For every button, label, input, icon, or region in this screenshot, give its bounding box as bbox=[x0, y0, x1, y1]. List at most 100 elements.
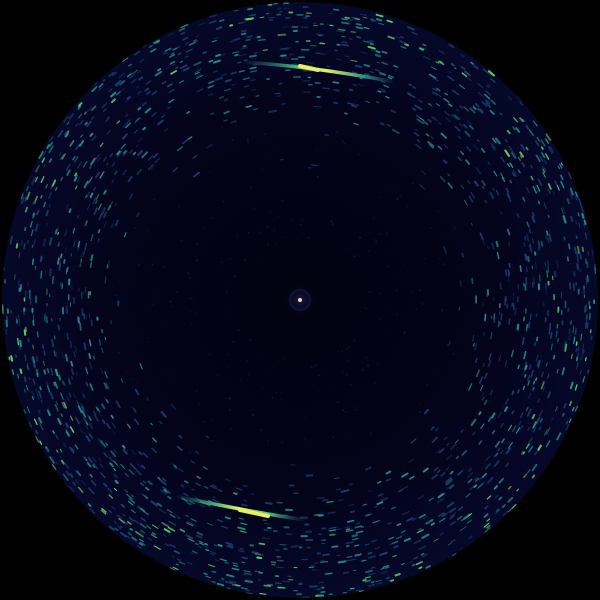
speckle bbox=[481, 392, 485, 398]
speckle bbox=[99, 142, 104, 148]
speckle bbox=[165, 543, 170, 547]
speckle bbox=[111, 162, 116, 167]
speckle bbox=[504, 406, 508, 412]
speckle bbox=[77, 405, 83, 413]
speckle bbox=[465, 389, 467, 391]
speckle bbox=[227, 140, 229, 142]
speckle bbox=[510, 151, 517, 159]
speckle bbox=[55, 227, 59, 235]
speckle bbox=[242, 484, 248, 488]
speckle bbox=[103, 156, 107, 162]
speckle bbox=[190, 518, 197, 522]
speckle bbox=[358, 590, 364, 593]
speckle bbox=[194, 542, 199, 546]
speckle bbox=[89, 383, 94, 391]
speckle bbox=[586, 261, 589, 269]
speckle bbox=[382, 149, 385, 152]
speckle bbox=[122, 150, 129, 157]
speckle bbox=[34, 418, 38, 426]
speckle bbox=[516, 389, 520, 394]
speckle bbox=[83, 111, 87, 115]
speckle bbox=[122, 57, 129, 62]
speckle bbox=[416, 529, 424, 534]
speckle bbox=[274, 244, 277, 246]
speckle bbox=[156, 502, 163, 507]
speckle bbox=[164, 66, 171, 71]
speckle bbox=[376, 101, 379, 104]
speckle bbox=[234, 584, 241, 587]
speckle bbox=[280, 398, 282, 401]
speckle bbox=[277, 123, 279, 125]
speckle bbox=[475, 167, 481, 175]
speckle bbox=[457, 469, 464, 476]
speckle bbox=[436, 370, 438, 372]
speckle bbox=[108, 71, 115, 78]
speckle bbox=[326, 23, 333, 26]
speckle bbox=[484, 463, 491, 470]
speckle bbox=[355, 64, 363, 69]
speckle bbox=[131, 387, 134, 390]
speckle bbox=[358, 477, 360, 480]
speckle bbox=[244, 259, 247, 262]
speckle bbox=[151, 303, 154, 306]
speckle bbox=[36, 372, 39, 378]
speckle bbox=[362, 40, 370, 44]
speckle bbox=[466, 120, 472, 126]
speckle bbox=[219, 19, 225, 22]
speckle bbox=[134, 467, 138, 471]
speckle bbox=[478, 376, 484, 384]
speckle bbox=[526, 408, 532, 417]
speckle bbox=[386, 19, 393, 23]
speckle bbox=[75, 143, 81, 150]
speckle bbox=[231, 139, 234, 142]
speckle bbox=[110, 91, 117, 98]
speckle bbox=[484, 199, 488, 204]
speckle bbox=[344, 410, 347, 414]
speckle bbox=[522, 196, 526, 202]
speckle bbox=[63, 398, 67, 405]
speckle bbox=[466, 76, 472, 81]
speckle bbox=[465, 493, 471, 498]
speckle bbox=[78, 102, 83, 107]
speckle bbox=[381, 90, 387, 94]
speckle bbox=[477, 91, 484, 98]
speckle bbox=[127, 521, 132, 525]
speckle bbox=[152, 437, 157, 443]
speckle bbox=[137, 137, 143, 142]
speckle bbox=[225, 316, 228, 318]
speckle bbox=[31, 395, 34, 400]
speckle bbox=[469, 485, 475, 491]
speckle bbox=[511, 503, 517, 509]
speckle bbox=[195, 534, 203, 539]
speckle bbox=[475, 357, 478, 363]
speckle bbox=[511, 151, 517, 159]
speckle bbox=[483, 522, 490, 528]
speckle bbox=[526, 233, 530, 242]
speckle bbox=[76, 400, 80, 406]
speckle bbox=[176, 558, 181, 562]
speckle bbox=[176, 146, 184, 152]
speckle bbox=[80, 134, 83, 138]
speckle bbox=[224, 561, 230, 565]
speckle bbox=[196, 531, 204, 536]
speckle bbox=[549, 145, 555, 153]
speckle bbox=[110, 450, 117, 458]
speckle bbox=[337, 132, 340, 135]
speckle bbox=[512, 169, 517, 175]
speckle bbox=[106, 129, 111, 135]
speckle bbox=[167, 495, 172, 500]
speckle bbox=[159, 421, 163, 425]
speckle bbox=[210, 439, 213, 442]
speckle bbox=[577, 258, 579, 264]
speckle bbox=[90, 157, 96, 166]
speckle bbox=[422, 55, 431, 61]
speckle bbox=[355, 408, 358, 411]
speckle bbox=[580, 204, 584, 213]
speckle bbox=[385, 95, 390, 99]
speckle bbox=[16, 373, 20, 379]
speckle bbox=[488, 353, 492, 361]
speckle bbox=[313, 106, 322, 108]
speckle bbox=[225, 541, 234, 546]
speckle bbox=[98, 83, 104, 88]
speckle bbox=[214, 76, 224, 82]
